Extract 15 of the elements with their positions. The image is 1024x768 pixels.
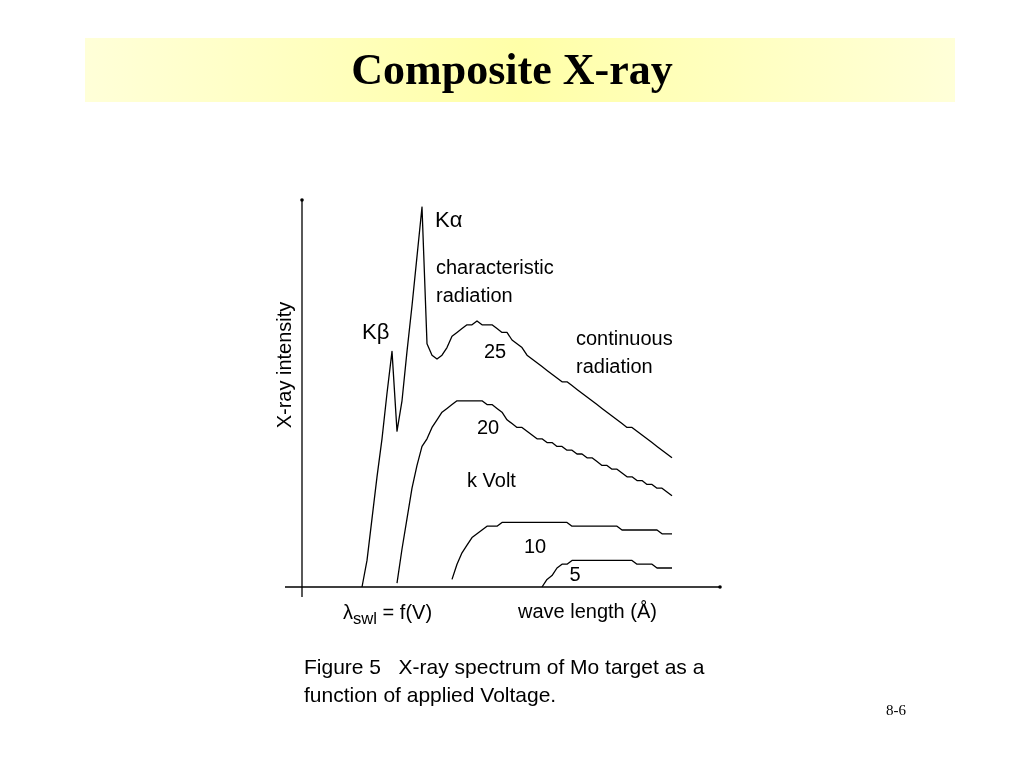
series-label: 10 [523,534,547,557]
y-axis-title: X-ray intensity [272,301,296,429]
chart-title: Composite X-ray [350,44,674,96]
x-axis-title: wave length (Å) [518,599,657,624]
text: λ$_{swl}$ = f(V) [343,600,434,630]
annotation: continuous radiation [576,326,674,379]
annotation: Kα [435,206,464,234]
text: 8-6 [886,701,907,720]
series-label: 5 [569,562,581,585]
annotation: k Volt [467,468,517,493]
annotation: Kβ [362,318,391,346]
annotation: characteristic radiation [436,255,555,308]
series-label: 20 [476,415,500,438]
caption: Figure 5 X-ray spectrum of Mo target as a function of applied Voltage. [304,654,706,708]
series-label: 25 [483,339,507,362]
